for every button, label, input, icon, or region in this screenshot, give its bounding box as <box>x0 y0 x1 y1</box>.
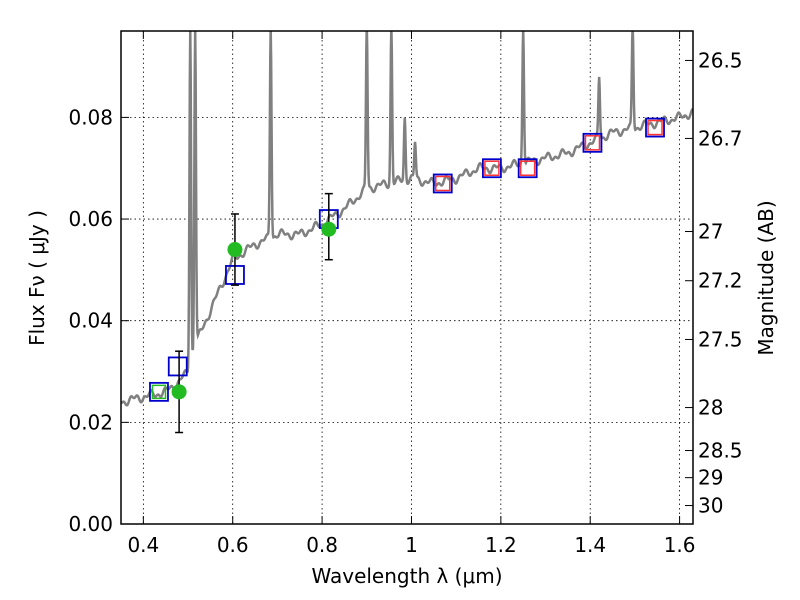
model-photometry-inner-box <box>151 384 167 400</box>
model-photometry-inner-box <box>519 160 536 176</box>
x-tick-label: 0.8 <box>306 533 338 557</box>
y-tick-label: 0.04 <box>68 309 113 333</box>
x-axis: 0.4 0.6 0.8 1 1.2 1.4 1.6 <box>127 31 696 557</box>
model-photometry-box <box>482 158 502 179</box>
observed-point <box>321 221 337 237</box>
magnitude-axis: 26.5 26.7 27 27.2 27.5 28 28.5 29 30 <box>685 48 743 518</box>
x-tick-label: 1.4 <box>574 533 606 557</box>
mag-tick-label: 26.7 <box>698 126 743 150</box>
mag-tick-label: 28.5 <box>698 439 743 463</box>
model-photometry-box <box>645 117 665 138</box>
model-photometry-inner-box <box>584 135 601 151</box>
x-tick-label: 0.4 <box>127 533 159 557</box>
x-tick-label: 1.2 <box>485 533 517 557</box>
magnitude-axis-label: Magnitude (AB) <box>754 200 778 355</box>
mag-tick-label: 27.2 <box>698 269 743 293</box>
mag-tick-label: 29 <box>698 466 723 490</box>
observed-point <box>227 242 243 258</box>
mag-tick-label: 26.5 <box>698 48 743 72</box>
x-tick-label: 1 <box>405 533 418 557</box>
sed-model-line <box>121 31 693 407</box>
x-axis-label: Wavelength λ (μm) <box>311 564 502 588</box>
model-photometry-box <box>517 158 538 179</box>
y-axis-label: Flux Fν ( μJy ) <box>25 210 49 346</box>
y-tick-label: 0.06 <box>68 207 113 231</box>
model-photometry-box <box>167 356 188 377</box>
mag-tick-label: 28 <box>698 396 723 420</box>
y-axis: 0.00 0.02 0.04 0.06 0.08 <box>68 105 129 536</box>
model-photometry-box <box>432 173 453 194</box>
plot-frame <box>120 30 694 525</box>
model-photometry-box <box>149 381 169 402</box>
y-tick-label: 0.08 <box>68 105 113 129</box>
x-tick-label: 1.6 <box>664 533 696 557</box>
mag-tick-label: 27.5 <box>698 327 743 351</box>
model-photometry-inner-box <box>435 175 451 192</box>
y-tick-label: 0.00 <box>68 512 113 536</box>
mag-tick-label: 30 <box>698 494 723 518</box>
model-photometry-inner-box <box>647 119 663 136</box>
model-photometry-box <box>582 132 603 153</box>
x-tick-label: 0.6 <box>217 533 249 557</box>
plot-area <box>121 31 693 434</box>
observed-point <box>171 384 187 400</box>
y-tick-label: 0.02 <box>68 410 113 434</box>
model-photometry-inner-box <box>484 160 500 176</box>
mag-tick-label: 27 <box>698 220 723 244</box>
